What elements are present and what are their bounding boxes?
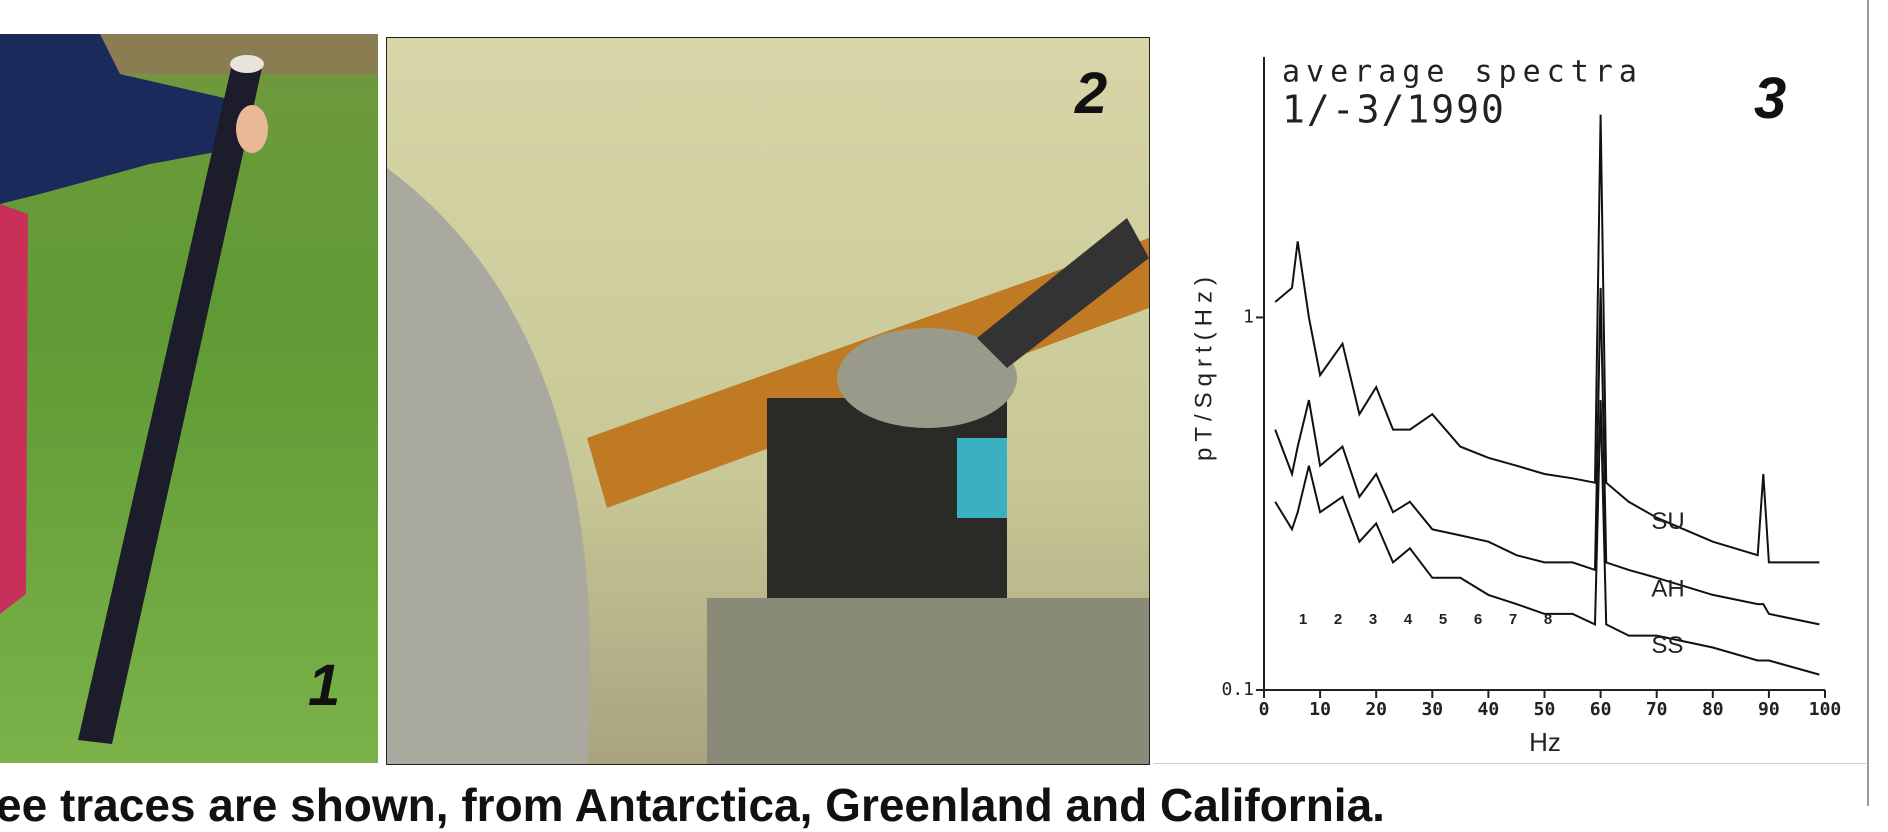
y-axis-label: pT/Sqrt(Hz): [1190, 271, 1217, 461]
x-tick-label: 80: [1702, 699, 1724, 720]
harmonic-label: 6: [1474, 611, 1482, 628]
x-tick-label: 40: [1478, 699, 1500, 720]
series-line: [1275, 288, 1819, 625]
harmonic-label: 8: [1544, 611, 1552, 628]
harmonic-label: 3: [1369, 611, 1377, 628]
x-axis-label: Hz: [1529, 727, 1561, 757]
harmonic-label: 4: [1404, 611, 1413, 628]
harmonic-label: 1: [1299, 611, 1307, 628]
y-tick-label: 1: [1243, 306, 1254, 327]
slide: 1 2 3 average spectra 1/-3/1990 Hz pT/Sq…: [0, 0, 1888, 828]
series-label: SS: [1651, 632, 1683, 659]
x-tick-label: 30: [1421, 699, 1443, 720]
series-line: [1275, 115, 1819, 563]
chart: average spectra 1/-3/1990 Hz pT/Sqrt(Hz)…: [0, 0, 1888, 828]
x-tick-label: 100: [1809, 699, 1842, 720]
harmonic-label: 5: [1439, 611, 1447, 628]
series-label: SU: [1651, 508, 1684, 535]
chart-subtitle: 1/-3/1990: [1282, 88, 1506, 132]
x-tick-label: 20: [1365, 699, 1387, 720]
x-tick-label: 60: [1590, 699, 1612, 720]
x-tick-label: 50: [1534, 699, 1556, 720]
x-tick-label: 10: [1309, 699, 1331, 720]
x-tick-label: 0: [1259, 699, 1270, 720]
series-line: [1275, 400, 1819, 674]
x-tick-label: 70: [1646, 699, 1668, 720]
harmonic-label: 2: [1334, 611, 1342, 628]
chart-title: average spectra: [1282, 55, 1643, 90]
y-tick-label: 0.1: [1221, 679, 1254, 700]
x-tick-label: 90: [1758, 699, 1780, 720]
series-label: AH: [1651, 576, 1684, 603]
harmonic-label: 7: [1509, 611, 1517, 628]
caption: ee traces are shown, from Antarctica, Gr…: [0, 778, 1385, 832]
